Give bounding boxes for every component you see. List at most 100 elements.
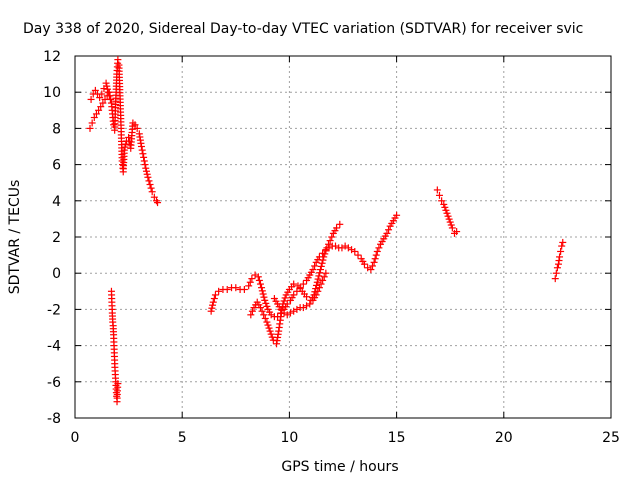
data-point: [348, 246, 356, 254]
data-point: [248, 275, 256, 283]
data-point: [385, 226, 393, 234]
data-point: [311, 262, 319, 270]
data-point: [317, 262, 325, 270]
data-point: [114, 56, 122, 64]
data-point: [445, 215, 453, 223]
data-point: [325, 240, 333, 248]
data-point: [240, 285, 248, 293]
data-point: [360, 260, 368, 268]
data-point: [223, 285, 231, 293]
data-point: [260, 293, 268, 301]
data-point: [351, 247, 359, 255]
chart-title: Day 338 of 2020, Sidereal Day-to-day VTE…: [23, 21, 583, 37]
data-point: [446, 218, 454, 226]
data-point: [290, 307, 298, 315]
data-point: [354, 251, 362, 259]
data-point: [316, 269, 324, 277]
data-point: [367, 266, 375, 274]
plot-frame: [74, 55, 612, 419]
data-point: [448, 224, 456, 232]
data-point: [141, 161, 149, 169]
data-point: [328, 233, 336, 241]
data-point: [281, 294, 289, 302]
data-point: [322, 269, 330, 277]
data-point: [104, 88, 112, 96]
data-point: [260, 311, 268, 319]
data-point: [245, 282, 253, 290]
data-point: [148, 188, 156, 196]
data-point: [102, 79, 110, 87]
data-point: [120, 146, 128, 154]
x-tick-label: 0: [71, 430, 80, 446]
x-tick-label: 5: [178, 430, 187, 446]
data-point: [321, 250, 329, 258]
y-tick-label: 2: [52, 230, 61, 246]
data-point: [99, 99, 107, 107]
data-point: [209, 298, 217, 306]
data-point: [453, 228, 461, 236]
data-point: [558, 242, 566, 250]
data-point: [441, 203, 449, 211]
data-point: [258, 307, 266, 315]
data-point: [444, 212, 452, 220]
data-point: [383, 229, 391, 237]
data-point: [150, 193, 158, 201]
data-point: [393, 211, 401, 219]
data-point: [207, 307, 215, 315]
data-point: [338, 244, 346, 252]
data-point: [256, 280, 264, 288]
data-point: [261, 296, 269, 304]
data-point: [293, 305, 301, 313]
y-tick-label: 8: [52, 121, 61, 137]
data-point: [553, 264, 561, 272]
data-point: [121, 143, 129, 151]
data-point: [313, 278, 321, 286]
data-point: [209, 301, 217, 309]
data-point: [256, 304, 264, 312]
y-tick-label: -2: [47, 302, 61, 318]
data-point: [147, 184, 155, 192]
data-point: [277, 305, 285, 313]
y-tick-label: 6: [52, 158, 61, 174]
data-point: [211, 291, 219, 299]
data-point: [314, 275, 322, 283]
data-point: [137, 143, 145, 150]
data-point: [435, 191, 443, 199]
data-point: [210, 295, 218, 303]
data-point: [251, 271, 259, 279]
data-point: [559, 238, 567, 246]
data-point: [371, 255, 379, 263]
data-point: [280, 297, 288, 305]
data-point: [447, 221, 455, 229]
data-point: [433, 186, 441, 194]
data-point: [143, 170, 151, 178]
data-point: [312, 291, 320, 299]
data-point: [133, 124, 141, 132]
data-point: [320, 273, 328, 281]
data-point: [318, 259, 326, 267]
data-point: [438, 197, 446, 205]
data-point: [322, 247, 330, 255]
data-point: [442, 206, 450, 214]
data-point: [551, 275, 559, 283]
data-point: [372, 251, 380, 259]
data-point: [248, 307, 256, 315]
data-point: [290, 280, 298, 288]
data-point: [443, 209, 451, 217]
x-tick-label: 20: [495, 430, 513, 446]
data-point: [263, 318, 271, 326]
data-point: [96, 94, 104, 102]
data-point: [286, 309, 294, 317]
data-point: [262, 299, 270, 307]
data-point: [375, 244, 383, 252]
data-point: [333, 224, 341, 232]
data-point: [144, 173, 152, 181]
data-point: [261, 314, 269, 322]
data-point: [138, 146, 146, 154]
data-point: [104, 85, 112, 93]
data-point: [299, 280, 307, 288]
data-point: [88, 119, 96, 127]
y-tick-label: 0: [52, 266, 61, 282]
data-point: [267, 330, 275, 338]
y-tick-label: -6: [47, 375, 61, 391]
